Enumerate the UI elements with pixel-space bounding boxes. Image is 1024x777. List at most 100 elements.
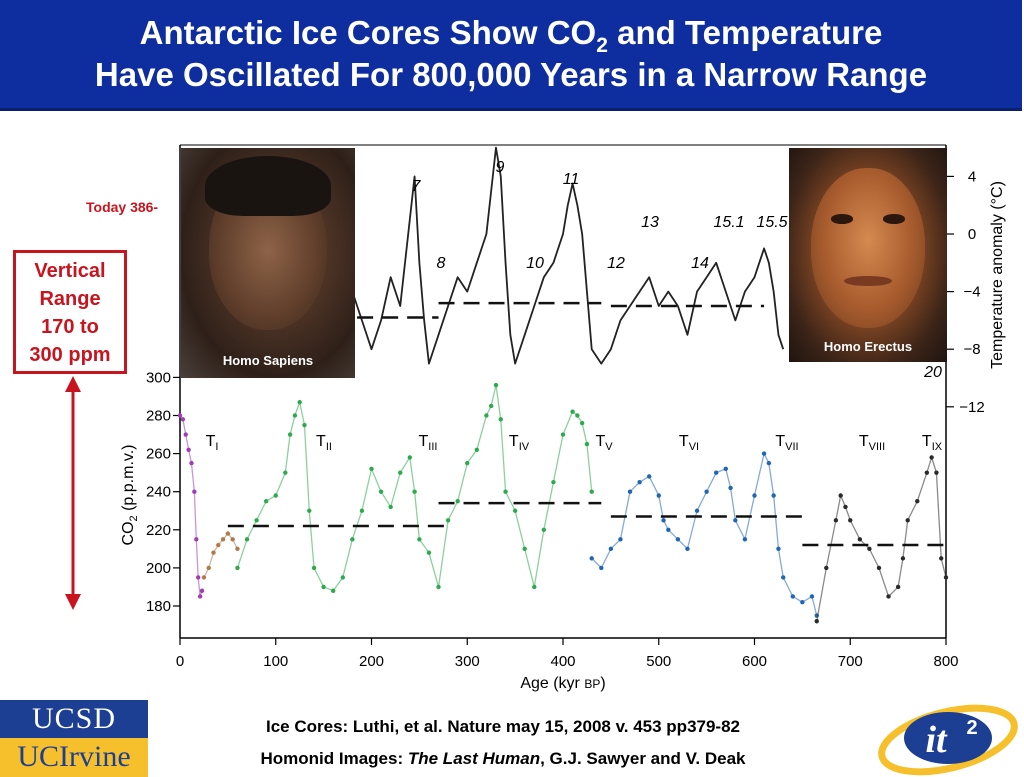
- co2-point: [876, 565, 882, 571]
- co2-point: [915, 499, 920, 504]
- co2-point: [939, 556, 944, 561]
- co2-point: [666, 527, 671, 532]
- co2-tick-label: 280: [146, 408, 171, 425]
- temp-tick-label: −4: [963, 284, 980, 301]
- co2-point: [359, 508, 365, 513]
- co2-point: [575, 413, 580, 418]
- it2-logo: it 2: [878, 704, 1018, 776]
- co2-point: [848, 518, 853, 523]
- co2-point: [570, 409, 575, 414]
- co2-point: [532, 584, 537, 590]
- co2-point: [177, 413, 183, 418]
- temperature-stage-label: 9: [496, 159, 505, 176]
- co2-point: [220, 537, 226, 542]
- co2-point: [661, 518, 666, 523]
- x-tick-label: 500: [646, 653, 671, 670]
- co2-point: [833, 518, 839, 523]
- co2-point: [199, 588, 205, 593]
- x-axis-label: Age (kyr BP): [520, 675, 605, 692]
- co2-point: [417, 537, 422, 542]
- co2-point: [584, 441, 590, 447]
- vertical-range-box: Vertical Range 170 to 300 ppm: [13, 250, 127, 374]
- co2-point: [781, 575, 786, 580]
- termination-label: TIX: [922, 433, 943, 453]
- co2-series-line: [236, 384, 593, 592]
- x-tick-label: 400: [550, 653, 575, 670]
- temperature-stage-label: 10: [526, 255, 544, 272]
- temp-tick-label: 4: [968, 168, 976, 185]
- vertical-range-line: 170 to: [41, 316, 99, 338]
- temperature-stage-label: 13: [641, 214, 659, 231]
- co2-point: [211, 550, 216, 555]
- temperature-stage-label: 14: [691, 255, 709, 272]
- termination-label: TIII: [419, 433, 438, 453]
- co2-point: [656, 493, 661, 498]
- termination-label: TII: [316, 433, 332, 453]
- co2-point: [216, 542, 221, 548]
- termination-label: TIV: [509, 433, 530, 453]
- temperature-stage-label: 15.5: [756, 214, 787, 231]
- co2-point: [378, 489, 384, 494]
- co2-point: [307, 508, 312, 513]
- co2-point: [195, 575, 201, 580]
- co2-point: [771, 493, 776, 498]
- co2-point: [189, 460, 194, 466]
- co2-point: [886, 594, 891, 599]
- co2-point: [924, 470, 930, 475]
- co2-tick-label: 220: [146, 522, 171, 539]
- co2-point: [838, 493, 843, 498]
- image-citation: Homonid Images: The Last Human, G.J. Saw…: [260, 749, 746, 768]
- temperature-series-line: [351, 146, 785, 365]
- co2-point: [235, 546, 240, 552]
- co2-point: [287, 432, 293, 437]
- ucirvine-logo: UCIrvine: [0, 738, 148, 777]
- x-tick-label: 700: [838, 653, 863, 670]
- co2-point: [244, 537, 250, 542]
- co2-point: [474, 447, 480, 452]
- co2-point: [551, 479, 556, 485]
- co2-point: [790, 594, 795, 599]
- ucsd-logo: UCSD: [0, 700, 148, 738]
- co2-point: [723, 466, 728, 472]
- temp-axis-label: Temperature anomaly (°C): [989, 181, 1006, 369]
- co2-point: [895, 584, 901, 590]
- temperature-stage-label: 15.1: [713, 214, 744, 231]
- co2-point: [900, 556, 906, 561]
- termination-label: TI: [206, 433, 219, 453]
- it2-logo-sup: 2: [966, 717, 977, 739]
- co2-point: [201, 575, 207, 580]
- co2-point: [776, 546, 781, 552]
- co2-point: [579, 420, 585, 426]
- x-tick-label: 800: [933, 653, 958, 670]
- temperature-stage-label: 11: [563, 171, 580, 188]
- x-tick-label: 100: [263, 653, 288, 670]
- co2-point: [522, 546, 527, 552]
- temperature-stage-label: 20: [923, 364, 942, 381]
- homo-sapiens-photo: Homo Sapiens: [181, 148, 355, 378]
- co2-point: [292, 413, 298, 418]
- co2-point: [752, 493, 757, 498]
- termination-label: TVII: [775, 433, 798, 453]
- ice-core-citation: Ice Cores: Luthi, et al. Nature may 15, …: [265, 717, 741, 736]
- title-line-1: Antarctic Ice Cores Show CO2 and Tempera…: [139, 14, 883, 57]
- co2-point: [263, 499, 269, 504]
- co2-point: [800, 599, 805, 605]
- homo-erectus-caption: Homo Erectus: [823, 339, 913, 354]
- termination-label: TVIII: [859, 433, 885, 453]
- co2-series-line: [816, 455, 947, 622]
- co2-tick-label: 180: [146, 598, 171, 615]
- co2-tick-label: 240: [146, 484, 171, 501]
- co2-point: [714, 470, 719, 475]
- co2-point: [843, 504, 848, 510]
- co2-point: [704, 489, 709, 494]
- co2-point: [321, 584, 326, 590]
- co2-point: [824, 565, 829, 571]
- temperature-stage-label: 7: [412, 178, 422, 195]
- co2-point: [369, 466, 374, 472]
- co2-point: [283, 470, 288, 475]
- vertical-range-line: Vertical: [34, 260, 106, 282]
- co2-point: [488, 403, 494, 409]
- temp-tick-label: 0: [968, 226, 976, 243]
- termination-label: TVI: [679, 433, 699, 453]
